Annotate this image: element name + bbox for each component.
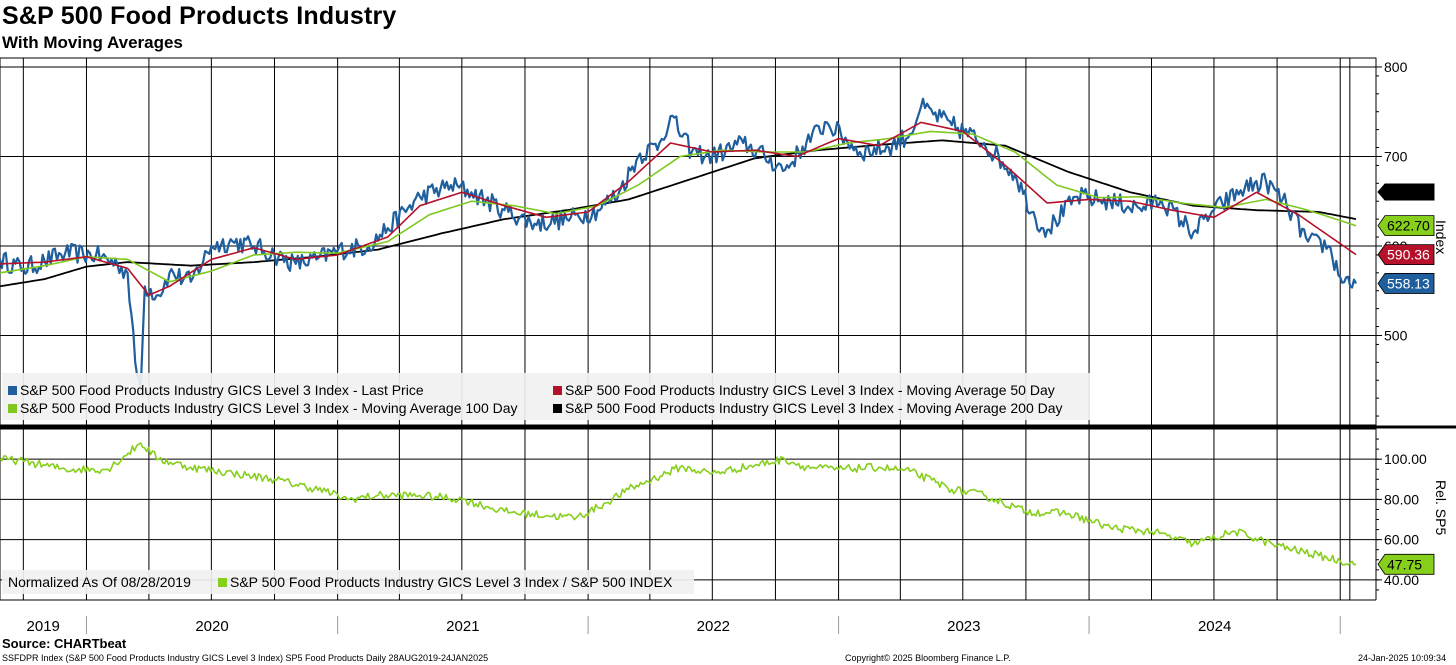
relative-line <box>0 442 1357 566</box>
legend-swatch <box>553 386 562 395</box>
svg-text:47.75: 47.75 <box>1387 556 1422 572</box>
chart-title: S&P 500 Food Products Industry <box>2 2 397 30</box>
ytick-label: 100.00 <box>1384 451 1427 467</box>
ytick-label: 500 <box>1384 327 1408 343</box>
ytick-label: 700 <box>1384 148 1408 164</box>
ma200-value-tag <box>1377 183 1435 201</box>
top-panel-frame <box>0 57 1377 426</box>
svg-text:590.36: 590.36 <box>1387 247 1430 263</box>
legend-entry: S&P 500 Food Products Industry GICS Leve… <box>20 400 518 416</box>
top-legend-box <box>2 373 1090 420</box>
ma100-value-tag: 622.70 <box>1377 215 1435 237</box>
last-price-value-tag: 558.13 <box>1377 273 1435 294</box>
xtick-label-2019: 2019 <box>27 618 60 635</box>
ma50-value-tag: 590.36 <box>1377 244 1435 266</box>
ytick-label: 60.00 <box>1384 532 1419 548</box>
xtick-label-2021: 2021 <box>446 618 479 635</box>
legend-swatch <box>218 578 227 587</box>
legend-swatch <box>8 404 17 413</box>
relative-value-tag: 47.75 <box>1377 553 1435 575</box>
axes: 50060070080040.0060.0080.00100.00IndexRe… <box>0 59 1456 640</box>
legend-entry: S&P 500 Food Products Industry GICS Leve… <box>565 400 1063 416</box>
legend-entry: S&P 500 Food Products Industry GICS Leve… <box>20 382 424 398</box>
source-note: Source: CHARTbeat <box>2 636 127 651</box>
legend-entry: S&P 500 Food Products Industry GICS Leve… <box>230 574 673 590</box>
normalized-note: Normalized As Of 08/28/2019 <box>8 574 191 590</box>
chart-subtitle: With Moving Averages <box>2 33 183 52</box>
xtick-label-2024: 2024 <box>1198 618 1231 635</box>
legend-swatch <box>8 386 17 395</box>
footer-left: SSFDPR Index (S&P 500 Food Products Indu… <box>2 653 489 663</box>
svg-text:558.13: 558.13 <box>1387 275 1430 291</box>
ma100-line <box>0 130 1357 283</box>
ytick-label: 800 <box>1384 59 1408 75</box>
legend-swatch <box>553 404 562 413</box>
last-price-line <box>0 97 1357 391</box>
ma50-line <box>0 121 1357 296</box>
xtick-label-2023: 2023 <box>947 618 980 635</box>
ytick-label: 40.00 <box>1384 572 1419 588</box>
xtick-label-2020: 2020 <box>195 618 228 635</box>
xtick-label-2022: 2022 <box>697 618 730 635</box>
svg-text:622.70: 622.70 <box>1387 218 1430 234</box>
bottom-ylabel: Rel. SP5 <box>1433 480 1449 535</box>
legend-entry: S&P 500 Food Products Industry GICS Leve… <box>565 382 1055 398</box>
bottom-legend-box <box>2 570 694 594</box>
x-axis-band <box>0 600 1456 640</box>
series-lines <box>0 97 1357 566</box>
last-value-labels: 622.70 590.36 558.13 47.75 <box>1377 183 1435 575</box>
ytick-label: 80.00 <box>1384 491 1419 507</box>
top-ylabel: Index <box>1433 220 1449 254</box>
legends: S&P 500 Food Products Industry GICS Leve… <box>2 373 1090 594</box>
grid-lines <box>0 57 1456 601</box>
footer-right: 24-Jan-2025 10:09:34 <box>1358 653 1447 663</box>
footer-center: Copyright© 2025 Bloomberg Finance L.P. <box>845 653 1011 663</box>
